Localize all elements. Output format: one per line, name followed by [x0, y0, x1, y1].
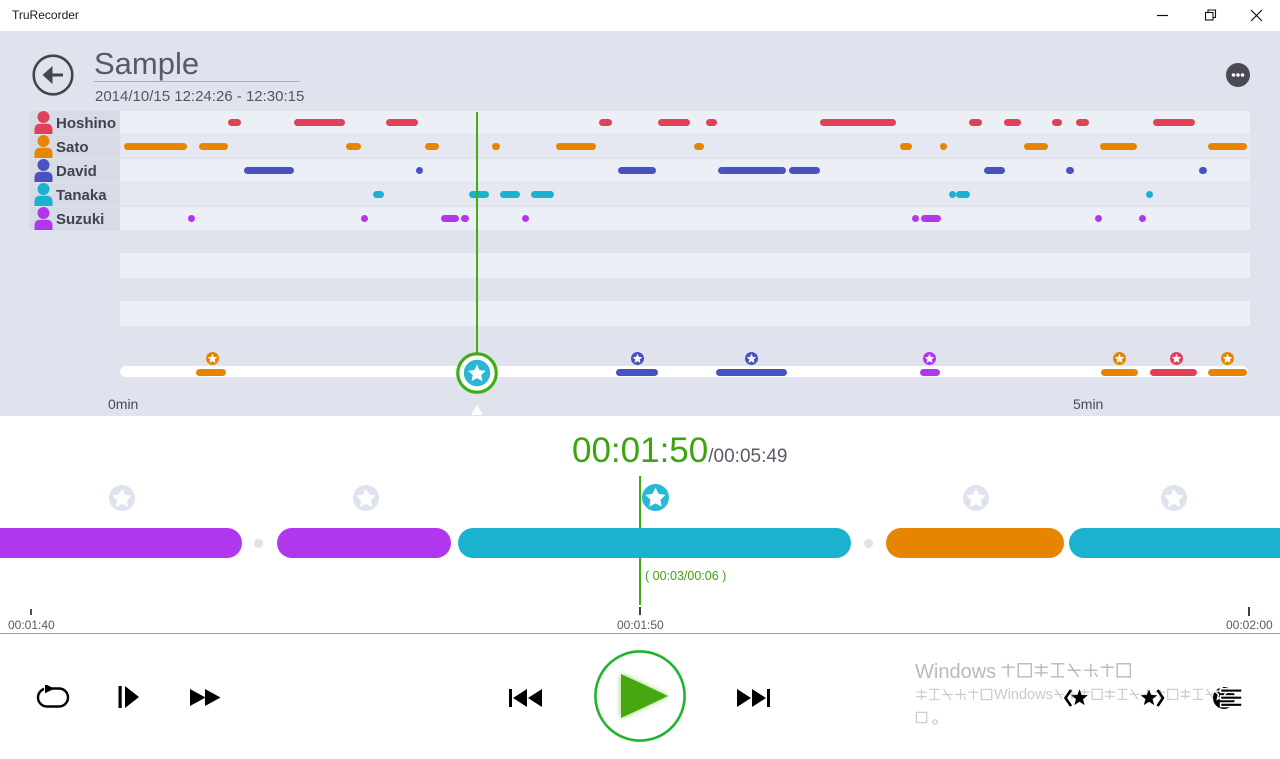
svg-text:Windows: Windows	[915, 661, 996, 683]
svg-text:Windows: Windows	[994, 687, 1053, 703]
